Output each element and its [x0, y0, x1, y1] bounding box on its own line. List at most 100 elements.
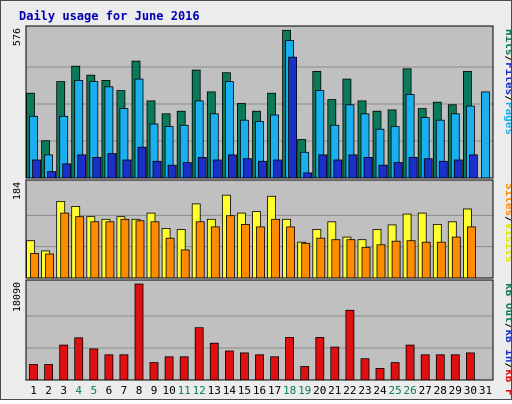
legend-kb-f: kB F: [503, 369, 511, 396]
x-tick-label-26: 26: [403, 384, 416, 397]
hits-files-pages-legend: Hits/Files/Pages: [503, 29, 511, 135]
bar-kb-f-5: [89, 348, 99, 381]
bar-pages-30: [468, 154, 478, 179]
bar-pages-24: [378, 164, 388, 179]
bar-sites-14: [225, 215, 235, 279]
hits-files-pages-ymax-label: 576: [12, 28, 23, 46]
bar-sites-29: [451, 236, 461, 279]
bar-kb-f-11: [179, 356, 189, 381]
x-tick-label-5: 5: [90, 384, 97, 397]
bar-kb-f-6: [104, 354, 114, 381]
kbytes-legend: kB Out/kB In/kB F: [503, 283, 511, 396]
x-tick-label-3: 3: [60, 384, 67, 397]
legend-pages: Pages: [503, 102, 511, 135]
bar-kb-f-28: [435, 354, 445, 381]
bar-sites-20: [316, 237, 326, 279]
x-tick-label-24: 24: [373, 384, 387, 397]
x-tick-label-30: 30: [464, 384, 477, 397]
visits-sites-ymax-label: 184: [12, 182, 23, 200]
bar-sites-27: [421, 241, 431, 279]
x-tick-label-17: 17: [268, 384, 281, 397]
bar-sites-13: [210, 226, 220, 279]
x-tick-label-2: 2: [45, 384, 52, 397]
bar-pages-14: [227, 154, 237, 179]
bar-sites-25: [391, 240, 401, 279]
bar-kb-f-7: [119, 354, 129, 381]
x-tick-label-6: 6: [106, 384, 113, 397]
bar-kb-f-14: [224, 350, 234, 381]
x-tick-label-16: 16: [253, 384, 266, 397]
kbytes-border: [25, 279, 494, 381]
bar-kb-f-21: [330, 346, 340, 381]
x-tick-label-23: 23: [358, 384, 371, 397]
bar-sites-1: [30, 253, 39, 279]
bar-kb-f-3: [59, 344, 69, 381]
bar-pages-13: [212, 159, 222, 179]
legend-visits: Visits: [503, 223, 511, 263]
bar-pages-10: [167, 164, 177, 179]
bar-pages-8: [137, 146, 147, 179]
bar-pages-2: [47, 171, 56, 179]
bar-kb-f-12: [194, 327, 204, 381]
visits-sites-panel: 184 Sites/Visits: [12, 179, 512, 279]
bar-sites-26: [406, 240, 416, 279]
bar-kb-f-22: [345, 309, 355, 381]
bar-sites-23: [361, 246, 371, 279]
bar-sites-15: [240, 223, 250, 279]
bar-pages-21: [333, 159, 343, 179]
bar-sites-22: [346, 239, 356, 279]
legend-separator: /: [503, 56, 511, 63]
bar-kb-f-25: [390, 362, 400, 381]
hits-files-pages-border: [25, 25, 494, 179]
bar-kb-f-8: [134, 283, 144, 381]
legend-files: Files: [503, 62, 511, 95]
bar-sites-30: [466, 226, 476, 279]
x-tick-label-18: 18: [283, 384, 296, 397]
x-tick-label-10: 10: [162, 384, 175, 397]
visits-sites-border: [25, 179, 494, 279]
bar-pages-6: [107, 153, 117, 179]
x-tick-label-22: 22: [343, 384, 356, 397]
x-tick-label-1: 1: [30, 384, 37, 397]
bar-sites-16: [256, 226, 265, 279]
x-tick-label-27: 27: [419, 384, 432, 397]
bar-sites-17: [271, 218, 281, 279]
bar-sites-4: [75, 216, 85, 279]
bar-pages-27: [423, 158, 433, 179]
bar-sites-10: [165, 237, 175, 279]
bar-pages-4: [77, 154, 87, 179]
bar-sites-9: [150, 221, 160, 279]
x-tick-label-11: 11: [178, 384, 191, 397]
legend-separator: /: [503, 95, 511, 102]
bar-pages-20: [318, 154, 328, 179]
bar-kb-f-15: [239, 352, 249, 381]
legend-separator: /: [503, 363, 511, 370]
bar-kb-f-18: [285, 336, 295, 381]
bar-kb-f-17: [270, 356, 280, 381]
bar-pages-23: [363, 156, 373, 179]
bar-sites-28: [436, 241, 446, 279]
bar-sites-19: [301, 242, 311, 279]
series-kb-f: [29, 283, 475, 381]
bar-pages-17: [273, 159, 283, 179]
bar-pages-1: [32, 159, 41, 179]
series-files: [29, 40, 490, 179]
bar-pages-25: [393, 162, 403, 179]
bar-kb-f-4: [74, 337, 84, 381]
bar-pages-5: [92, 156, 102, 179]
x-axis-labels: 1 2 3 4 5 6 7 8 9 10 11 12 13 14 15 16 17 18 19 20 21 22 23 24 2…: [30, 384, 492, 397]
bar-kb-f-1: [29, 364, 38, 381]
bar-sites-6: [105, 221, 115, 279]
bar-sites-12: [195, 221, 205, 279]
bar-sites-24: [376, 244, 386, 279]
x-tick-label-15: 15: [238, 384, 251, 397]
x-tick-label-14: 14: [223, 384, 237, 397]
x-tick-label-28: 28: [434, 384, 447, 397]
bar-sites-8: [135, 220, 145, 279]
bar-pages-28: [438, 160, 448, 179]
x-tick-label-19: 19: [298, 384, 311, 397]
bar-pages-12: [197, 156, 207, 179]
bar-kb-f-30: [465, 352, 475, 381]
